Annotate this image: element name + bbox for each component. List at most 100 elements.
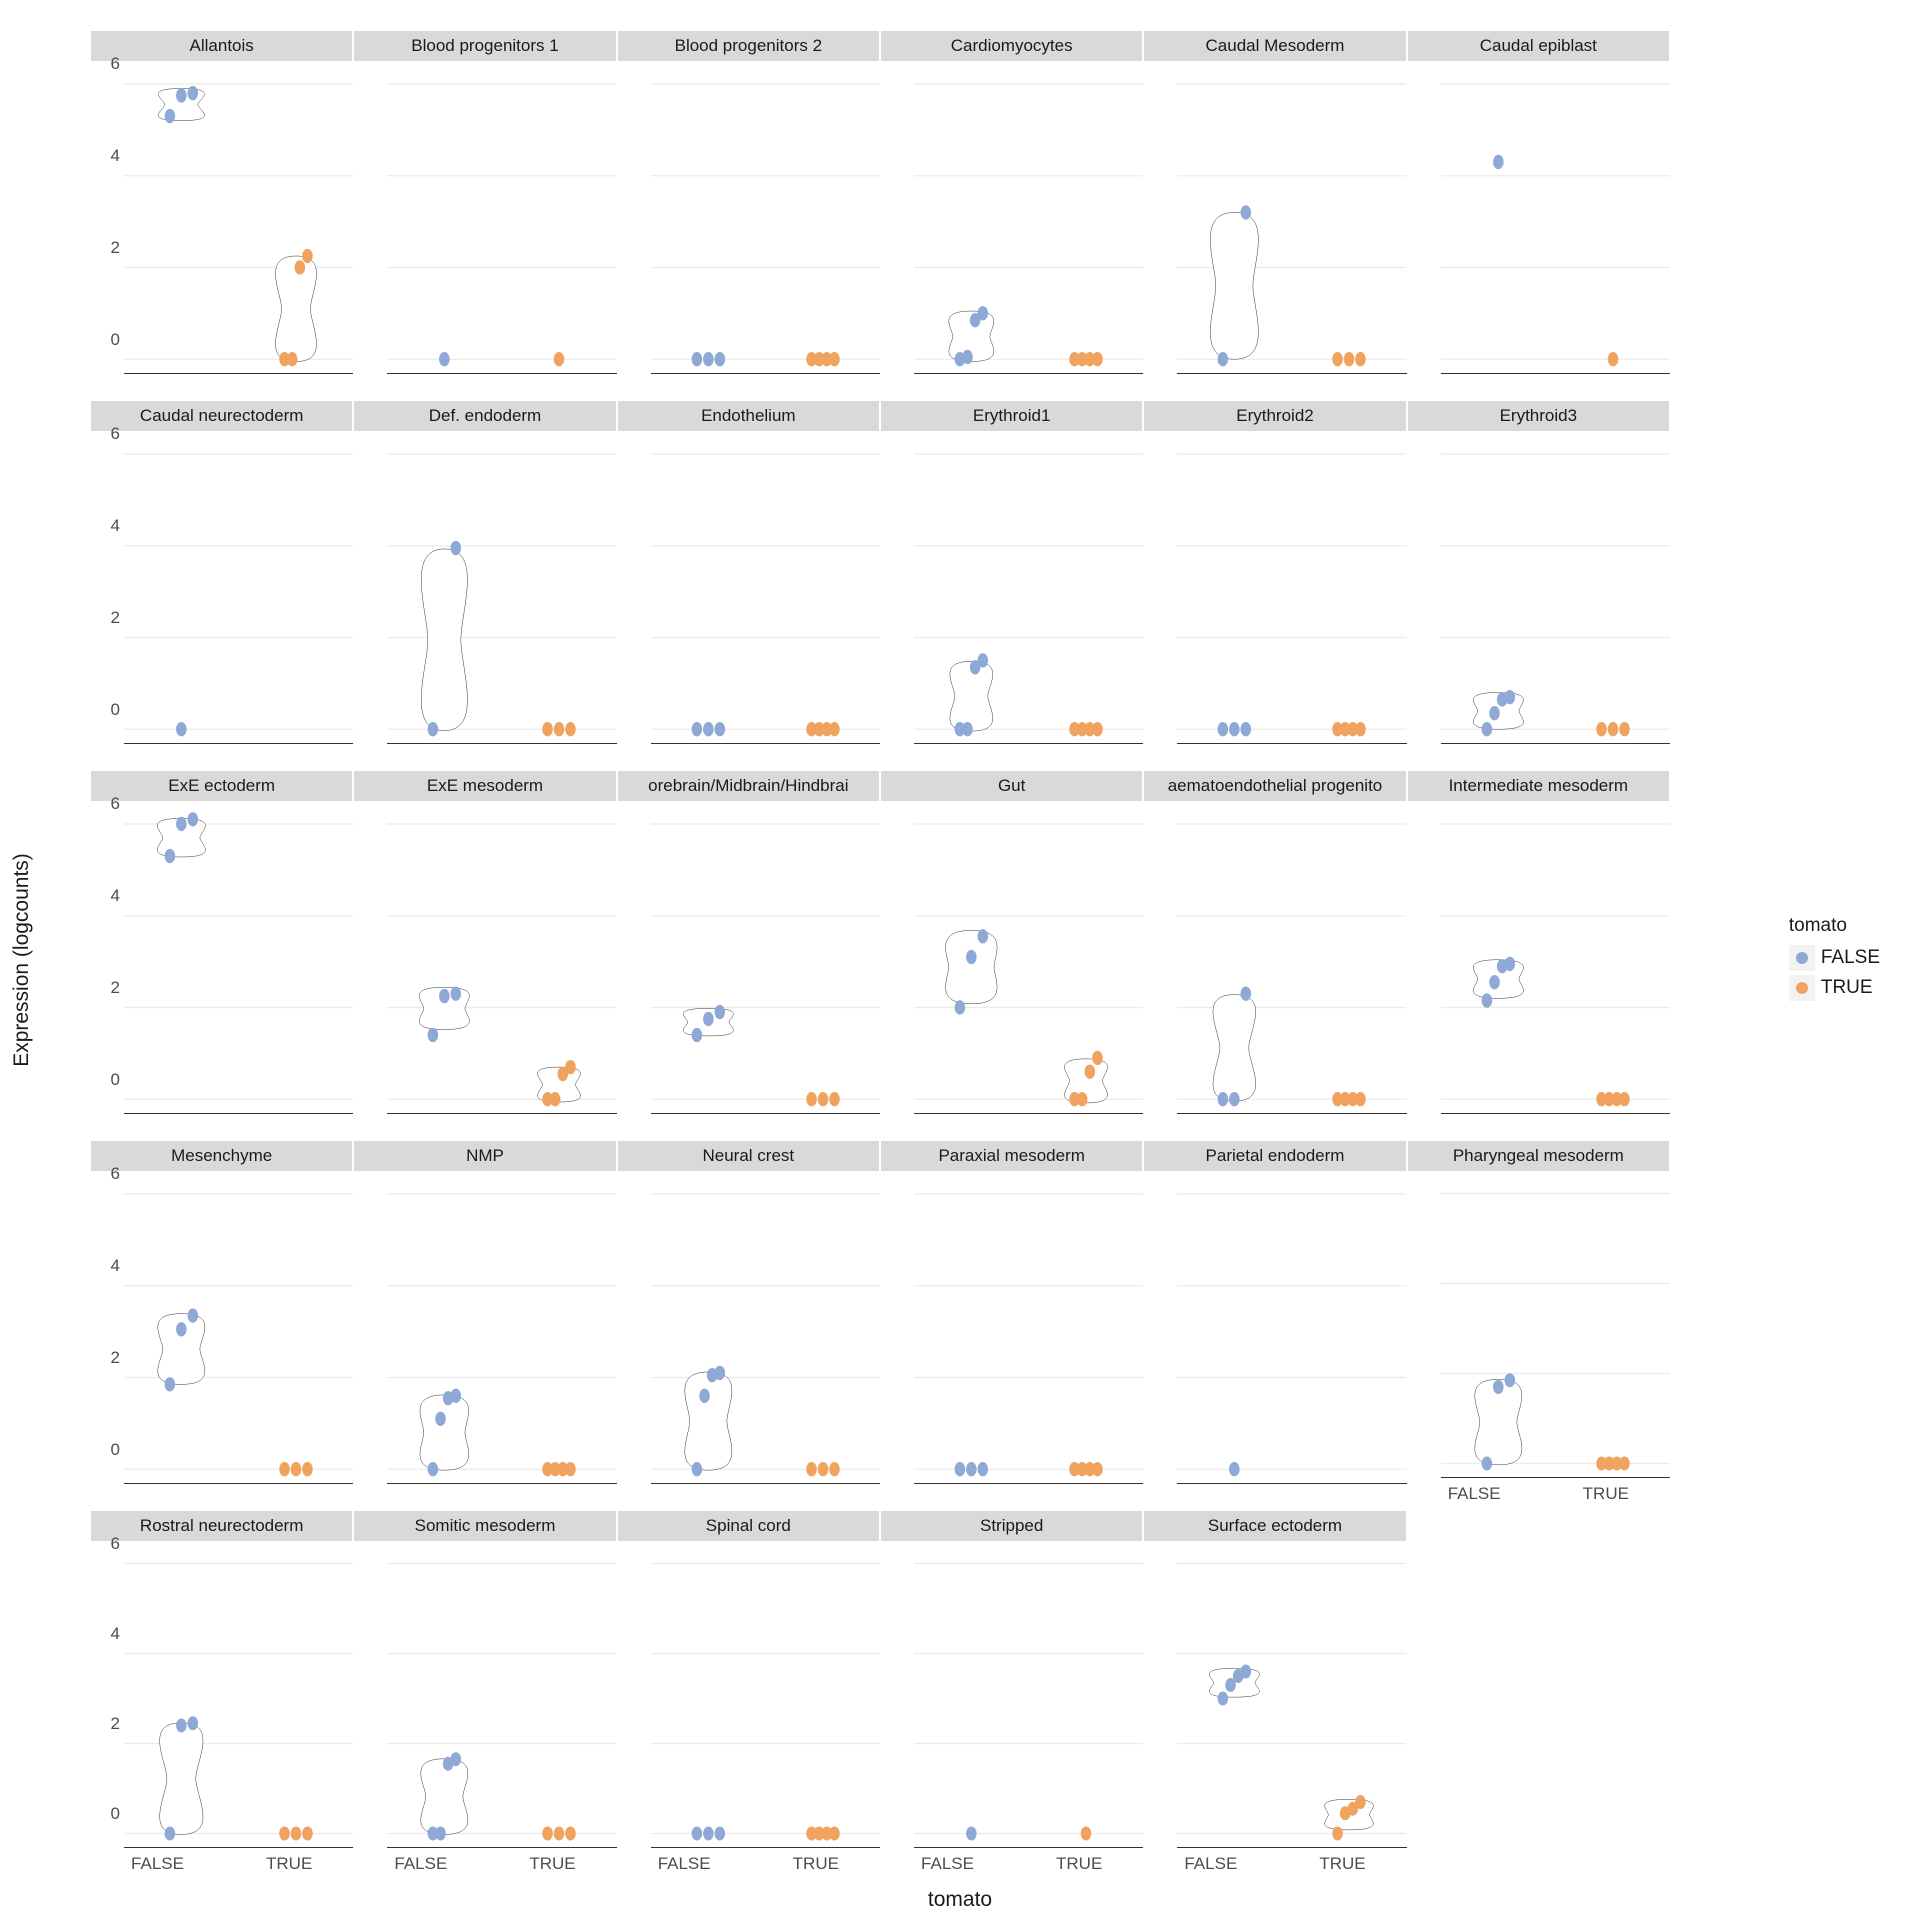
facet-panel bbox=[387, 61, 616, 374]
y-tick-label: 6 bbox=[111, 424, 120, 444]
facet-panel bbox=[1441, 431, 1670, 744]
y-tick-label: 0 bbox=[111, 330, 120, 350]
x-tick-label: TRUE bbox=[266, 1854, 312, 1874]
x-tick-label: TRUE bbox=[529, 1854, 575, 1874]
facet: Caudal epiblast bbox=[1407, 30, 1670, 400]
y-tick-label: 4 bbox=[111, 886, 120, 906]
y-tick-label: 0 bbox=[111, 1440, 120, 1460]
facet-panel bbox=[1177, 1171, 1406, 1484]
legend-label-false: FALSE bbox=[1821, 947, 1880, 969]
facet: Caudal neurectoderm 0 2 4 6 bbox=[90, 400, 353, 770]
facet: Cardiomyocytes bbox=[880, 30, 1143, 400]
y-tick-label: 2 bbox=[111, 608, 120, 628]
x-tick-label: TRUE bbox=[1583, 1484, 1629, 1504]
facet: Gut bbox=[880, 770, 1143, 1140]
facet-panel bbox=[651, 801, 880, 1114]
y-tick-label: 0 bbox=[111, 1804, 120, 1824]
x-tick-label: TRUE bbox=[793, 1854, 839, 1874]
facet-strip: aematoendothelial progenito bbox=[1143, 770, 1406, 801]
facet-strip: Somitic mesoderm bbox=[353, 1510, 616, 1541]
facet: Blood progenitors 1 bbox=[353, 30, 616, 400]
facet-panel bbox=[1177, 1541, 1406, 1848]
facet-strip: Blood progenitors 1 bbox=[353, 30, 616, 61]
facet-panel bbox=[387, 431, 616, 744]
facet-strip: Erythroid3 bbox=[1407, 400, 1670, 431]
facet-strip: Paraxial mesoderm bbox=[880, 1140, 1143, 1171]
x-tick-label: FALSE bbox=[394, 1854, 447, 1874]
y-tick-label: 4 bbox=[111, 146, 120, 166]
facet-strip: Caudal Mesoderm bbox=[1143, 30, 1406, 61]
y-tick-label: 2 bbox=[111, 238, 120, 258]
facet: ExE mesoderm bbox=[353, 770, 616, 1140]
facet: Somitic mesoderm FALSE TRUE bbox=[353, 1510, 616, 1880]
facet: Erythroid2 bbox=[1143, 400, 1406, 770]
x-tick-label: FALSE bbox=[658, 1854, 711, 1874]
legend-item-false: FALSE bbox=[1789, 945, 1880, 971]
facet: Paraxial mesoderm bbox=[880, 1140, 1143, 1510]
x-tick-label: FALSE bbox=[921, 1854, 974, 1874]
facet-panel bbox=[387, 1541, 616, 1848]
facet-strip: Blood progenitors 2 bbox=[617, 30, 880, 61]
facet-panel bbox=[914, 61, 1143, 374]
y-tick-label: 6 bbox=[111, 54, 120, 74]
facet: Allantois 0 2 4 6 bbox=[90, 30, 353, 400]
y-tick-label: 2 bbox=[111, 1714, 120, 1734]
facet-panel bbox=[1441, 1171, 1670, 1478]
y-tick-label: 4 bbox=[111, 516, 120, 536]
legend: tomato FALSE TRUE bbox=[1789, 915, 1880, 1005]
facet: Stripped FALSE TRUE bbox=[880, 1510, 1143, 1880]
facet-panel bbox=[914, 1171, 1143, 1484]
y-tick-label: 0 bbox=[111, 700, 120, 720]
x-tick-label: FALSE bbox=[131, 1854, 184, 1874]
facet-panel bbox=[124, 1541, 353, 1848]
facet-strip: ExE ectoderm bbox=[90, 770, 353, 801]
facet: Neural crest bbox=[617, 1140, 880, 1510]
facet-strip: Mesenchyme bbox=[90, 1140, 353, 1171]
facet-panel bbox=[1177, 61, 1406, 374]
facet-strip: ExE mesoderm bbox=[353, 770, 616, 801]
facet-strip: NMP bbox=[353, 1140, 616, 1171]
y-tick-label: 4 bbox=[111, 1624, 120, 1644]
facet: Pharyngeal mesodermFALSETRUE bbox=[1407, 1140, 1670, 1510]
y-tick-label: 4 bbox=[111, 1256, 120, 1276]
facet-panel bbox=[914, 1541, 1143, 1848]
facet: Erythroid1 bbox=[880, 400, 1143, 770]
facet-strip: Intermediate mesoderm bbox=[1407, 770, 1670, 801]
facet-strip: Allantois bbox=[90, 30, 353, 61]
legend-title: tomato bbox=[1789, 915, 1880, 937]
facet-panel bbox=[124, 801, 353, 1114]
facet: Spinal cordFALSETRUE bbox=[617, 1510, 880, 1880]
facet-panel bbox=[651, 431, 880, 744]
y-tick-label: 2 bbox=[111, 1348, 120, 1368]
facet-strip: Caudal neurectoderm bbox=[90, 400, 353, 431]
y-tick-label: 6 bbox=[111, 1534, 120, 1554]
facet bbox=[1407, 1510, 1670, 1880]
facet-strip: Def. endoderm bbox=[353, 400, 616, 431]
facet-panel bbox=[651, 61, 880, 374]
facet: Mesenchyme 0 2 4 6 bbox=[90, 1140, 353, 1510]
facet-strip: Stripped bbox=[880, 1510, 1143, 1541]
facet: Erythroid3 bbox=[1407, 400, 1670, 770]
facet: Blood progenitors 2 bbox=[617, 30, 880, 400]
facet-panel bbox=[914, 801, 1143, 1114]
facet-panel bbox=[387, 801, 616, 1114]
facet-strip: Erythroid1 bbox=[880, 400, 1143, 431]
y-tick-label: 6 bbox=[111, 1164, 120, 1184]
facet: Def. endoderm bbox=[353, 400, 616, 770]
facet-panel bbox=[1177, 801, 1406, 1114]
facet-panel bbox=[1441, 61, 1670, 374]
x-axis-label: tomato bbox=[928, 1888, 992, 1912]
legend-label-true: TRUE bbox=[1821, 977, 1873, 999]
facet-panel bbox=[1441, 801, 1670, 1114]
facet-strip: Neural crest bbox=[617, 1140, 880, 1171]
facet-strip: orebrain/Midbrain/Hindbrai bbox=[617, 770, 880, 801]
facet-panel bbox=[651, 1171, 880, 1484]
x-tick-label: TRUE bbox=[1056, 1854, 1102, 1874]
facet: orebrain/Midbrain/Hindbrai bbox=[617, 770, 880, 1140]
facet-strip: Rostral neurectoderm bbox=[90, 1510, 353, 1541]
x-tick-label: FALSE bbox=[1448, 1484, 1501, 1504]
facet: Surface ectodermFALSETRUE bbox=[1143, 1510, 1406, 1880]
facet-strip: Caudal epiblast bbox=[1407, 30, 1670, 61]
facet: ExE ectoderm0246 bbox=[90, 770, 353, 1140]
facet-panel bbox=[914, 431, 1143, 744]
